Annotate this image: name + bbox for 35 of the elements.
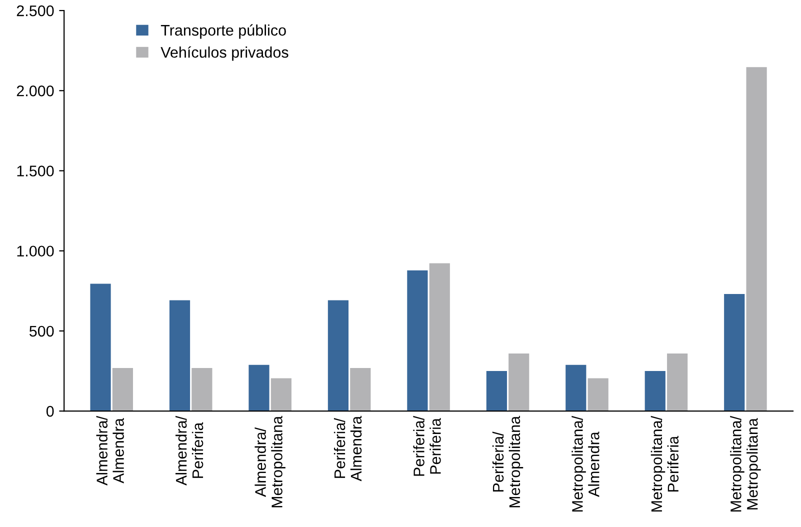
bar xyxy=(192,368,212,412)
x-tick-label: Periferia/ Metropolitana xyxy=(492,416,524,508)
y-tick-label: 2.000 xyxy=(16,86,54,96)
bar xyxy=(429,263,450,412)
bar xyxy=(746,67,767,412)
bar xyxy=(508,354,530,412)
legend-label: Transporte público xyxy=(160,24,286,39)
x-tick-label: Almendra/ Metropolitana xyxy=(254,416,286,508)
legend-label: Vehículos privados xyxy=(160,46,288,61)
bar xyxy=(169,300,190,412)
y-tick-label: 0 xyxy=(46,406,54,417)
bar xyxy=(112,368,134,412)
bar xyxy=(667,354,688,412)
x-tick-label: Periferia/ Periferia xyxy=(413,416,441,476)
bar xyxy=(248,364,270,412)
x-tick-label: Almendra/ Periferia xyxy=(176,416,204,486)
bar xyxy=(724,294,745,412)
x-tick-label: Almendra/ Almendra xyxy=(96,416,124,486)
y-tick-label: 1.500 xyxy=(17,166,54,176)
bar xyxy=(328,300,349,412)
x-tick-label: Metropolitana/ Periferia xyxy=(650,416,679,512)
bar xyxy=(350,368,371,412)
y-tick-label: 2.500 xyxy=(16,5,54,16)
x-tick-label: Metropolitana/ Almendra xyxy=(572,416,600,512)
x-tick-label: Periferia/ Almendra xyxy=(334,416,362,482)
bar xyxy=(486,371,507,412)
bar xyxy=(644,371,666,412)
bar xyxy=(407,270,428,412)
bar xyxy=(90,284,111,412)
bar xyxy=(588,378,608,412)
x-tick-label: Metropolitana/ Metropolitana xyxy=(730,416,761,512)
y-tick-label: 1.000 xyxy=(17,246,54,257)
bar xyxy=(270,378,292,412)
y-tick-label: 500 xyxy=(29,326,54,337)
bar xyxy=(566,364,586,412)
